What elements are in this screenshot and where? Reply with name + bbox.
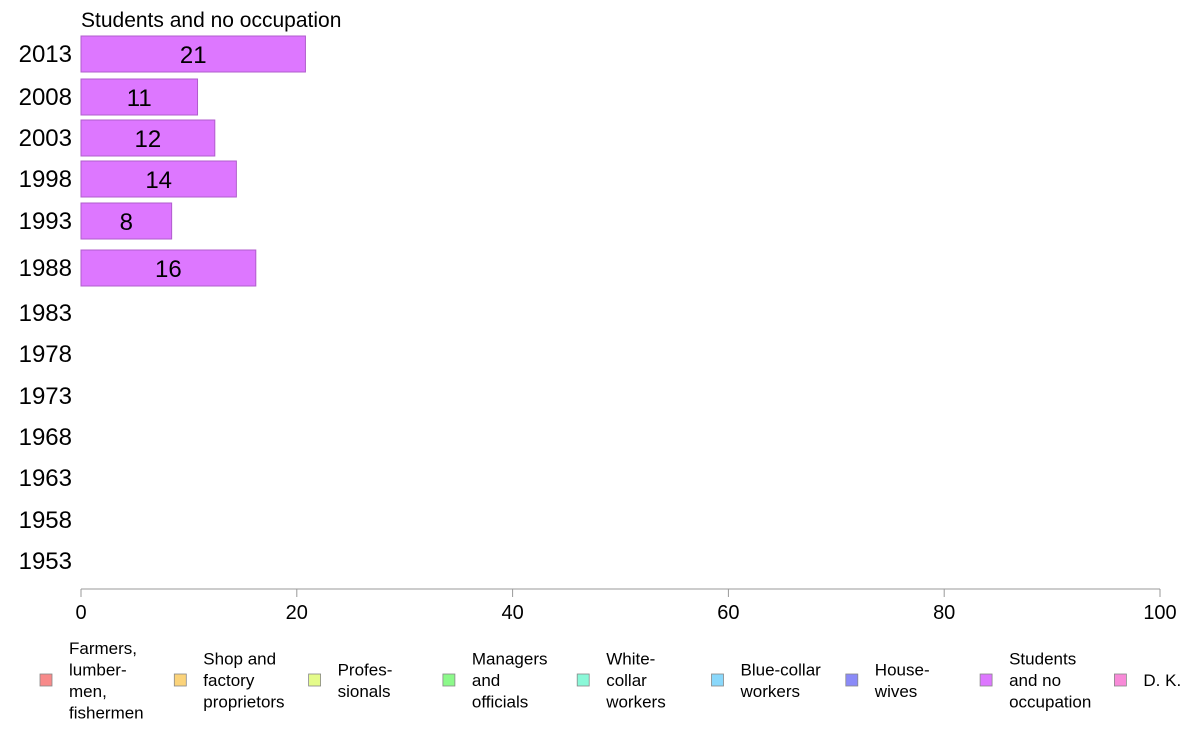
legend-label-0-0: Farmers,: [69, 639, 137, 658]
legend-label-7-2: occupation: [1009, 693, 1091, 712]
legend-label-6-0: House-: [875, 660, 930, 679]
legend-label-1-1: factory: [203, 671, 255, 690]
chart-title: Students and no occupation: [81, 9, 341, 32]
year-label-1993: 1993: [19, 208, 72, 235]
legend-label-2-0: Profes-: [338, 660, 393, 679]
legend-label-0-2: men,: [69, 682, 107, 701]
legend-swatch-2: [308, 673, 322, 687]
bar-1998: [80, 160, 237, 198]
year-label-1988: 1988: [19, 255, 72, 282]
year-label-1978: 1978: [19, 341, 72, 368]
year-label-1973: 1973: [19, 383, 72, 410]
year-label-1958: 1958: [19, 507, 72, 534]
x-tick-label-80: 80: [933, 602, 955, 624]
year-label-1983: 1983: [19, 300, 72, 327]
legend-swatch-8: [1114, 673, 1127, 687]
legend-label-2-1: sionals: [338, 682, 391, 701]
legend-item-6: House-wives: [845, 660, 930, 701]
legend-label-5-0: Blue-collar: [741, 660, 822, 679]
legend-swatch-1: [173, 673, 187, 687]
legend-swatch-6: [845, 673, 859, 687]
year-label-1998: 1998: [19, 166, 72, 193]
year-label-1968: 1968: [19, 424, 72, 451]
x-tick-label-40: 40: [501, 602, 523, 624]
legend-label-1-2: proprietors: [203, 693, 284, 712]
legend-swatch-5: [711, 673, 724, 687]
year-labels: 2013 2008 2003 1998 1993 1988 1983 1978 1973 1968…: [19, 41, 72, 575]
legend-swatch-3: [442, 673, 456, 687]
bar-value-label-2003: 12: [135, 126, 162, 153]
legend-item-1: Shop and factory proprietors: [173, 650, 285, 712]
legend-item-5: Blue-collar workers: [711, 660, 822, 701]
year-label-2003: 2003: [19, 125, 72, 152]
legend-label-0-1: lumber-: [69, 660, 127, 679]
x-tick-label-100: 100: [1143, 602, 1176, 624]
year-label-1963: 1963: [19, 465, 72, 492]
legend-label-4-1: collar: [606, 671, 647, 690]
bar-1993: [80, 202, 173, 240]
legend-label-7-1: and no: [1009, 671, 1061, 690]
year-label-1953: 1953: [19, 548, 72, 575]
legend-label-1-0: Shop and: [203, 650, 276, 669]
year-label-2008: 2008: [19, 84, 72, 111]
legend-swatch-7: [979, 673, 993, 687]
legend-label-0-3: fishermen: [69, 703, 144, 722]
bar-value-label-1998: 14: [145, 167, 172, 194]
legend-item-0: Farmers, lumber-men, fishermen: [39, 639, 144, 722]
legend-label-4-2: workers: [605, 693, 666, 712]
legend-label-4-0: White-: [606, 650, 655, 669]
bar-value-label-1988: 16: [155, 256, 182, 283]
legend-item-2: Profes-sionals: [308, 660, 393, 701]
legend-item-8: D. K.: [1114, 671, 1181, 690]
x-tick-label-60: 60: [717, 602, 739, 624]
legend: Farmers, lumber-men, fishermen Shop and fact…: [39, 639, 1181, 722]
legend-swatch-4: [576, 673, 590, 687]
legend-swatch-0: [39, 673, 53, 687]
bar-2013: [80, 35, 306, 73]
legend-label-3-0: Managers: [472, 650, 548, 669]
bar-2008: [80, 78, 199, 116]
bar-value-label-2013: 21: [180, 42, 207, 69]
legend-label-3-2: officials: [472, 693, 528, 712]
bar-value-label-2008: 11: [127, 85, 152, 112]
legend-label-6-1: wives: [874, 682, 918, 701]
legend-label-3-1: and: [472, 671, 500, 690]
x-tick-label-0: 0: [75, 602, 86, 624]
legend-item-4: White-collar workers: [576, 650, 666, 712]
legend-item-7: Students and no occupation: [979, 650, 1091, 712]
bar-2003: [80, 119, 216, 157]
year-label-2013: 2013: [19, 41, 72, 68]
x-tick-label-20: 20: [286, 602, 308, 624]
legend-item-3: Managers and officials: [442, 650, 548, 712]
x-axis: 0 20 40 60 80 100: [75, 588, 1177, 624]
bar-1988: [80, 249, 257, 287]
legend-label-8-0: D. K.: [1143, 671, 1181, 690]
bars-group: 21 11 12 14 8 16: [80, 35, 306, 287]
bar-value-label-1993: 8: [120, 209, 133, 236]
legend-label-7-0: Students: [1009, 650, 1076, 669]
legend-label-5-1: workers: [740, 682, 801, 701]
